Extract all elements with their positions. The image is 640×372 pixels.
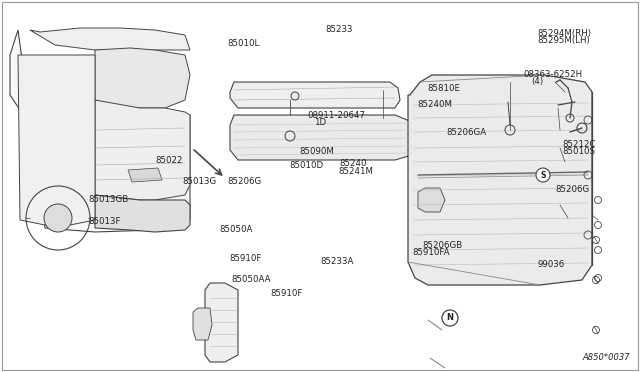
Text: 85090M: 85090M: [300, 147, 334, 156]
Text: 85233: 85233: [326, 25, 353, 34]
Text: S: S: [540, 170, 546, 180]
Text: 99036: 99036: [538, 260, 565, 269]
Text: 1D: 1D: [314, 118, 326, 126]
Text: N: N: [447, 314, 454, 323]
Text: 85294M(RH): 85294M(RH): [538, 29, 591, 38]
Text: 85241M: 85241M: [338, 167, 373, 176]
Text: 85212C: 85212C: [562, 140, 595, 149]
Polygon shape: [128, 168, 162, 182]
Polygon shape: [205, 283, 238, 362]
Polygon shape: [95, 100, 190, 200]
Polygon shape: [193, 308, 212, 340]
Polygon shape: [418, 188, 445, 212]
Text: 85050AA: 85050AA: [232, 275, 271, 283]
Text: 85010D: 85010D: [289, 161, 323, 170]
Polygon shape: [230, 82, 400, 108]
Text: 85013G: 85013G: [182, 177, 217, 186]
Text: 85910F: 85910F: [270, 289, 303, 298]
Polygon shape: [10, 30, 190, 232]
Text: 85233A: 85233A: [320, 257, 353, 266]
Text: A850*0037: A850*0037: [582, 353, 630, 362]
Text: 85810E: 85810E: [428, 84, 461, 93]
Text: 85013F: 85013F: [88, 217, 121, 226]
Text: 85206G: 85206G: [556, 185, 590, 194]
Text: 85295M(LH): 85295M(LH): [538, 36, 590, 45]
Polygon shape: [95, 195, 190, 232]
Text: 85010L: 85010L: [227, 39, 259, 48]
Circle shape: [536, 168, 550, 182]
Text: 85050A: 85050A: [219, 225, 252, 234]
Polygon shape: [230, 115, 418, 160]
Text: 85910F: 85910F: [229, 254, 262, 263]
Polygon shape: [18, 55, 95, 225]
Text: 85010S: 85010S: [562, 147, 595, 155]
Text: (4): (4): [531, 77, 543, 86]
Circle shape: [44, 204, 72, 232]
Text: 85206GB: 85206GB: [422, 241, 463, 250]
Text: 85240M: 85240M: [417, 100, 452, 109]
Text: 85206G: 85206G: [227, 177, 262, 186]
Text: 85240: 85240: [339, 159, 367, 168]
Text: 85206GA: 85206GA: [447, 128, 487, 137]
Polygon shape: [95, 48, 190, 108]
Circle shape: [442, 310, 458, 326]
Text: 85910FA: 85910FA: [413, 248, 451, 257]
Polygon shape: [408, 75, 592, 285]
Text: 08363-6252H: 08363-6252H: [524, 70, 582, 79]
Text: 85013GB: 85013GB: [88, 195, 129, 203]
Text: 08911-20647: 08911-20647: [307, 111, 365, 120]
Text: 85022: 85022: [155, 156, 182, 165]
Polygon shape: [30, 28, 190, 50]
